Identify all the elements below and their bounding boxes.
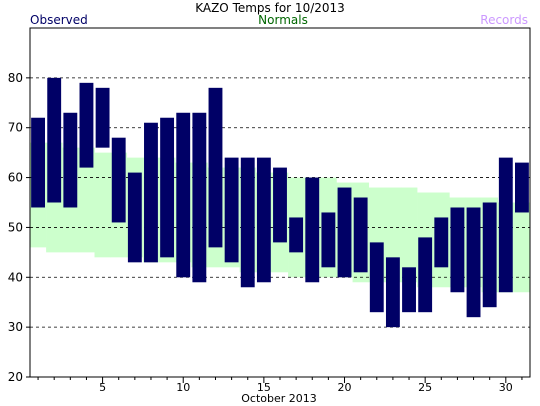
y-tick-label-20: 20 — [8, 370, 23, 384]
y-tick-label-30: 30 — [8, 320, 23, 334]
observed-bar-day-14 — [240, 157, 255, 288]
observed-bar-day-4 — [79, 82, 94, 168]
x-tick-label-30: 30 — [499, 381, 513, 394]
observed-bar-day-24 — [402, 267, 416, 313]
observed-bar-day-3 — [63, 112, 78, 208]
x-tick-label-25: 25 — [418, 381, 432, 394]
observed-bar-day-10 — [176, 112, 191, 278]
observed-bar-day-5 — [95, 87, 110, 148]
legend-records: Records — [480, 13, 528, 27]
chart-title: KAZO Temps for 10/2013 — [195, 1, 345, 15]
legend-observed: Observed — [30, 13, 88, 27]
observed-bar-day-11 — [192, 112, 207, 283]
observed-bar-day-7 — [127, 172, 142, 263]
observed-bar-day-6 — [111, 137, 126, 223]
y-tick-label-50: 50 — [8, 220, 23, 234]
observed-bar-day-26 — [434, 217, 449, 268]
observed-bar-day-9 — [160, 117, 175, 258]
x-tick-label-20: 20 — [338, 381, 352, 394]
observed-bars — [31, 77, 529, 328]
observed-bar-day-22 — [369, 242, 384, 313]
y-tick-label-60: 60 — [8, 171, 23, 185]
observed-bar-day-29 — [482, 202, 497, 308]
observed-bar-day-2 — [47, 77, 62, 203]
observed-bar-day-16 — [273, 167, 287, 243]
normal-range-day-5 — [94, 152, 111, 258]
legend-normals: Normals — [258, 13, 308, 27]
observed-bar-day-30 — [498, 157, 513, 293]
observed-bar-day-28 — [466, 207, 481, 318]
observed-bar-day-8 — [144, 122, 158, 263]
x-tick-label-10: 10 — [176, 381, 190, 394]
observed-bar-day-12 — [208, 87, 223, 248]
y-axis: 20 30 40 50 60 70 80 — [8, 71, 30, 384]
observed-bar-day-31 — [515, 162, 529, 213]
normal-range-day-4 — [78, 147, 95, 253]
observed-bar-day-20 — [337, 187, 352, 278]
normal-range-day-24 — [400, 187, 418, 283]
y-tick-label-80: 80 — [8, 71, 23, 85]
observed-bar-day-21 — [353, 197, 368, 273]
y-tick-label-70: 70 — [8, 121, 23, 135]
observed-bar-day-25 — [418, 237, 433, 313]
observed-bar-day-1 — [31, 117, 45, 208]
y-tick-label-40: 40 — [8, 270, 23, 284]
observed-bar-day-23 — [385, 257, 400, 328]
x-tick-label-15: 15 — [257, 381, 271, 394]
observed-bar-day-15 — [256, 157, 271, 283]
observed-bar-day-13 — [224, 157, 239, 263]
observed-bar-day-19 — [321, 212, 336, 268]
observed-bar-day-17 — [289, 217, 304, 253]
x-axis: 5 10 15 20 25 30 — [37, 377, 523, 394]
x-axis-label: October 2013 — [241, 392, 317, 405]
x-tick-label-5: 5 — [99, 381, 106, 394]
observed-bar-day-27 — [450, 207, 465, 293]
normal-range-day-31 — [513, 202, 531, 293]
observed-bar-day-18 — [305, 177, 320, 283]
